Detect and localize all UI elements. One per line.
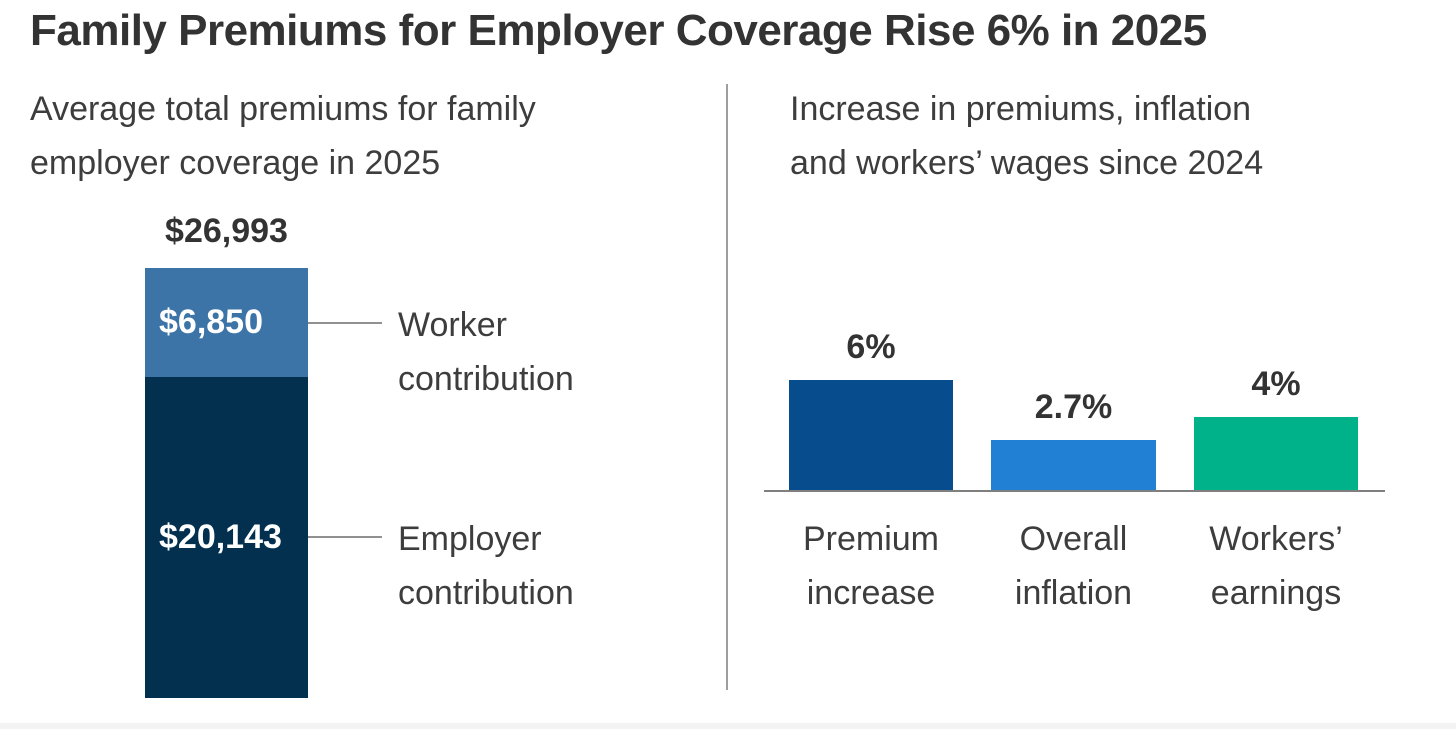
premium-increase-value: 6%	[846, 328, 896, 366]
worker-leader-line	[308, 322, 382, 324]
overall-inflation-category-label: Overall inflation	[966, 512, 1181, 620]
employer-contribution-label: Employer contribution	[398, 512, 574, 620]
left-chart-subtitle: Average total premiums for family employ…	[30, 82, 536, 190]
workers-earnings-bar	[1194, 417, 1358, 490]
stacked-premium-bar: $6,850 $20,143	[145, 268, 308, 698]
overall-inflation-bar	[991, 440, 1156, 490]
workers-earnings-category-label: Workers’ earnings	[1169, 512, 1383, 620]
premium-label-line-1: Premium	[802, 520, 940, 558]
right-subtitle-line-1: Increase in premiums, inflation	[790, 90, 1252, 128]
employer-leader-line	[308, 536, 382, 538]
right-chart-subtitle: Increase in premiums, inflation and work…	[790, 82, 1263, 190]
page-title: Family Premiums for Employer Coverage Ri…	[30, 6, 1207, 55]
right-subtitle-line-2: and workers’ wages since 2024	[790, 144, 1264, 182]
inflation-label-line-2: inflation	[1014, 574, 1133, 612]
employer-contribution-segment: $20,143	[145, 377, 308, 698]
left-subtitle-line-2: employer coverage in 2025	[30, 144, 441, 182]
worker-label-line-1: Worker	[398, 306, 507, 344]
overall-inflation-value: 2.7%	[1034, 388, 1113, 426]
worker-value-label: $6,850	[159, 303, 263, 341]
worker-contribution-segment: $6,850	[145, 268, 308, 377]
employer-label-line-1: Employer	[398, 520, 542, 558]
earnings-label-line-1: Workers’	[1209, 520, 1343, 558]
left-subtitle-line-1: Average total premiums for family	[30, 90, 536, 128]
earnings-label-line-2: earnings	[1210, 574, 1342, 612]
premium-increase-bar	[789, 380, 953, 490]
cropped-bottom-strip	[0, 723, 1456, 729]
employer-value-label: $20,143	[159, 518, 282, 556]
total-premium-label: $26,993	[165, 212, 288, 250]
premium-label-line-2: increase	[806, 574, 936, 612]
workers-earnings-value: 4%	[1251, 365, 1301, 403]
employer-label-line-2: contribution	[398, 574, 574, 612]
panel-divider	[726, 84, 728, 690]
inflation-label-line-1: Overall	[1019, 520, 1128, 558]
worker-label-line-2: contribution	[398, 360, 574, 398]
worker-contribution-label: Worker contribution	[398, 298, 574, 406]
premium-increase-category-label: Premium increase	[764, 512, 978, 620]
x-axis-line	[764, 490, 1385, 492]
